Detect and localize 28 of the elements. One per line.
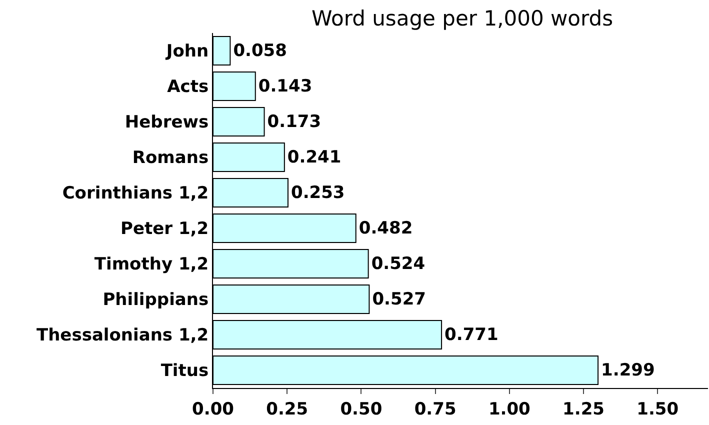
- x-tick-label: 0.50: [340, 399, 382, 420]
- y-tick-label: Corinthians 1,2: [62, 184, 209, 204]
- data-label: 0.173: [267, 112, 322, 132]
- y-tick-label: Peter 1,2: [120, 219, 209, 240]
- data-label: 0.771: [444, 324, 498, 345]
- data-label: 0.143: [258, 76, 312, 96]
- data-label: 1.299: [601, 360, 655, 380]
- y-tick-label: Acts: [167, 77, 209, 98]
- x-tick-label: 1.25: [562, 399, 604, 420]
- x-tick-label: 0.00: [192, 399, 234, 420]
- x-tick-label: 0.25: [266, 399, 308, 420]
- y-tick-label: Romans: [132, 148, 209, 168]
- y-tick-label: Titus: [160, 361, 209, 382]
- data-label: 0.482: [358, 218, 413, 238]
- data-label: 0.527: [372, 289, 426, 310]
- x-tick-label: 1.50: [636, 399, 679, 420]
- x-tick-label: 0.75: [414, 399, 456, 420]
- y-tick-label: Timothy 1,2: [94, 254, 209, 275]
- data-label: 0.241: [287, 147, 342, 168]
- data-label: 0.253: [290, 182, 345, 203]
- data-label: 0.058: [233, 40, 287, 61]
- x-tick-label: 1.00: [488, 399, 531, 420]
- chart-title: Word usage per 1,000 words: [311, 6, 614, 30]
- y-tick-label: John: [165, 42, 209, 62]
- y-tick-label: Philippians: [102, 290, 209, 310]
- y-tick-label: Hebrews: [124, 112, 209, 133]
- data-label: 0.524: [371, 254, 426, 274]
- y-tick-label: Thessalonians 1,2: [36, 326, 209, 346]
